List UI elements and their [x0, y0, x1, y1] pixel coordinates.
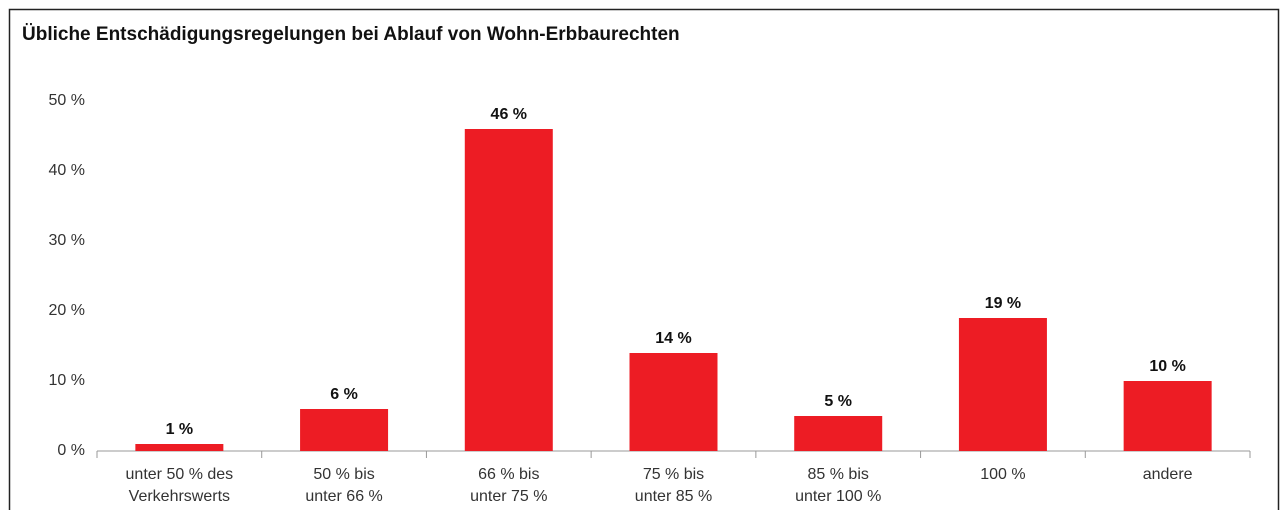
x-tick-label-line: 85 % bis: [808, 466, 869, 483]
y-tick-label: 50 %: [49, 92, 85, 109]
value-label: 14 %: [655, 330, 691, 347]
x-tick-label-line: 100 %: [980, 466, 1025, 483]
x-tick-label: 85 % bis unter 100 %: [795, 466, 881, 505]
x-tick-label-line: 50 % bis: [313, 466, 374, 483]
y-tick-label: 20 %: [49, 302, 85, 319]
x-tick-label: unter 50 % des Verkehrswerts: [126, 466, 234, 505]
x-tick-label-line: unter 75 %: [470, 488, 547, 505]
x-tick-label: 50 % bis unter 66 %: [305, 466, 382, 505]
chart-title: Übliche Entschädigungsregelungen bei Abl…: [22, 24, 680, 45]
value-label: 1 %: [166, 421, 194, 438]
x-tick-label-line: 75 % bis: [643, 466, 704, 483]
y-tick-label: 40 %: [49, 162, 85, 179]
y-tick-label: 10 %: [49, 372, 85, 389]
x-tick-label-line: andere: [1143, 466, 1193, 483]
value-label: 19 %: [985, 295, 1021, 312]
x-tick-label-line: unter 85 %: [635, 488, 712, 505]
x-tick-label-line: Verkehrswerts: [129, 488, 230, 505]
x-tick-label-line: unter 66 %: [305, 488, 382, 505]
bar: [464, 129, 553, 451]
bar: [300, 409, 389, 451]
value-label: 6 %: [330, 386, 358, 403]
y-tick-label: 30 %: [49, 232, 85, 249]
y-tick-label: 0 %: [57, 442, 85, 459]
x-tick-label: 75 % bis unter 85 %: [635, 466, 712, 505]
bar: [135, 444, 224, 451]
x-tick-label: 100 %: [980, 466, 1025, 483]
x-tick-label-line: unter 100 %: [795, 488, 881, 505]
value-label: 5 %: [824, 393, 852, 410]
bar: [1123, 381, 1212, 451]
x-tick-label: 66 % bis unter 75 %: [470, 466, 547, 505]
bar: [958, 318, 1047, 451]
frame: [8, 8, 1280, 510]
value-label: 10 %: [1149, 358, 1185, 375]
x-tick-label-line: 66 % bis: [478, 466, 539, 483]
bar: [629, 353, 718, 451]
x-tick-label-line: unter 50 % des: [126, 466, 234, 483]
x-tick-label: andere: [1143, 466, 1193, 483]
bar: [794, 416, 883, 451]
value-label: 46 %: [491, 106, 527, 123]
